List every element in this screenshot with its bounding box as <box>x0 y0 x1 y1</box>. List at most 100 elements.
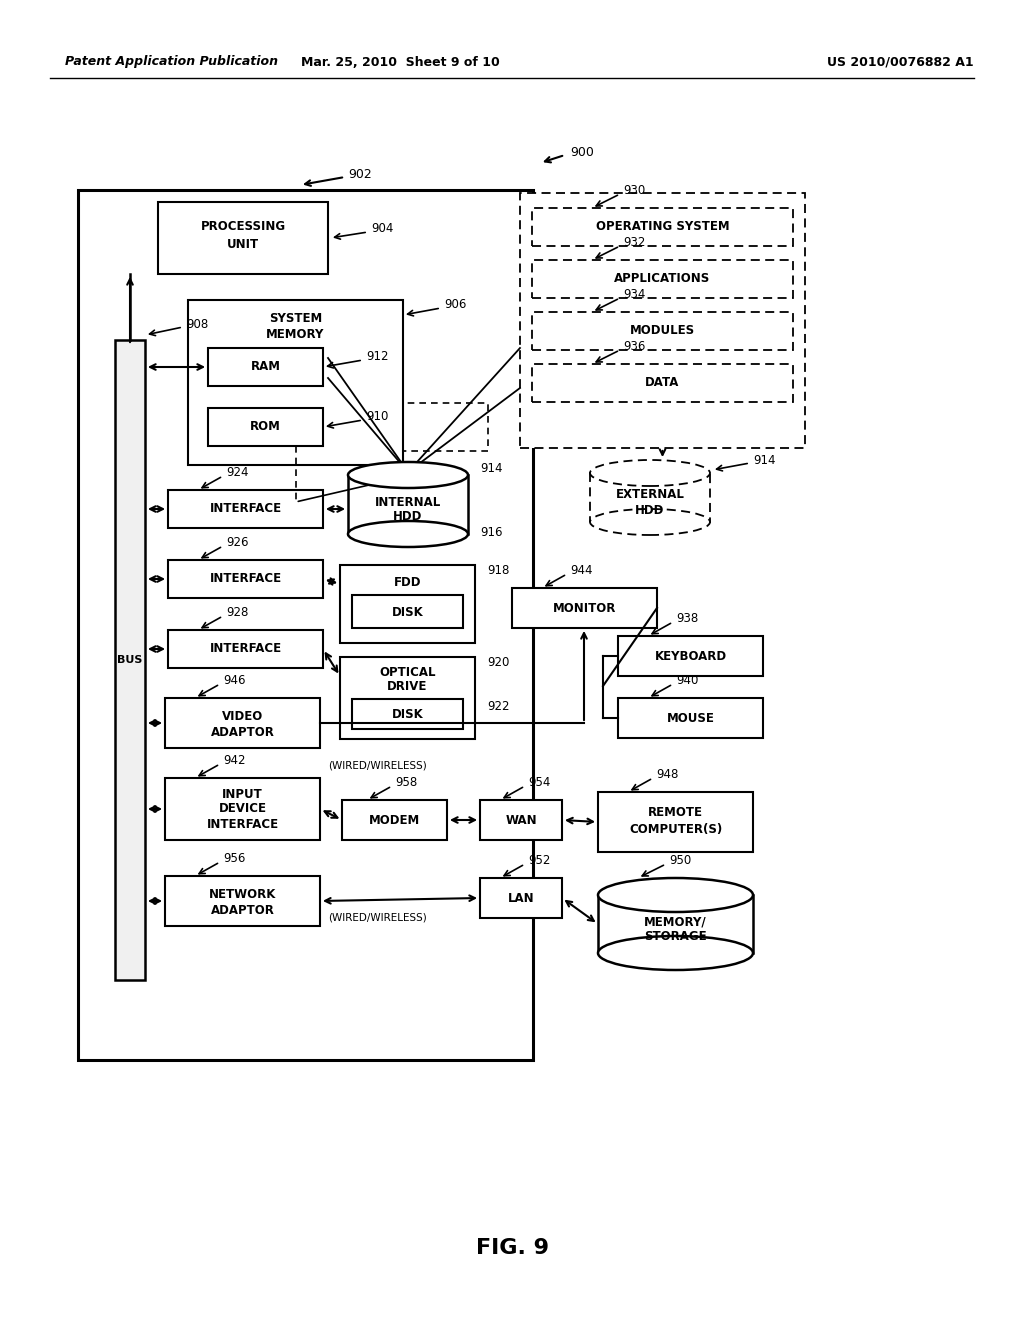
Text: 946: 946 <box>223 675 246 688</box>
Bar <box>480 878 562 917</box>
Text: 952: 952 <box>528 854 550 867</box>
Text: OPTICAL: OPTICAL <box>379 667 436 680</box>
Text: 910: 910 <box>366 411 388 424</box>
Text: 934: 934 <box>623 289 645 301</box>
Text: 928: 928 <box>226 606 249 619</box>
Text: INTERFACE: INTERFACE <box>210 503 282 516</box>
Text: HDD: HDD <box>393 511 423 524</box>
Text: RAM: RAM <box>251 360 281 374</box>
Text: 900: 900 <box>570 145 594 158</box>
Text: 938: 938 <box>676 612 698 626</box>
Text: MEMORY: MEMORY <box>266 327 325 341</box>
Ellipse shape <box>590 459 710 486</box>
Text: MEMORY/: MEMORY/ <box>644 916 707 928</box>
Bar <box>618 698 763 738</box>
Ellipse shape <box>590 510 710 535</box>
Text: KEYBOARD: KEYBOARD <box>654 649 727 663</box>
Bar <box>532 260 793 298</box>
Text: UNIT: UNIT <box>227 239 259 252</box>
Bar <box>348 475 468 535</box>
Text: 922: 922 <box>487 701 510 714</box>
Text: DATA: DATA <box>645 376 680 389</box>
Text: VIDEO: VIDEO <box>222 710 263 722</box>
Bar <box>318 403 488 451</box>
Text: MODULES: MODULES <box>630 325 695 338</box>
Text: PROCESSING: PROCESSING <box>201 220 286 234</box>
Bar <box>168 630 323 668</box>
Text: STORAGE: STORAGE <box>644 931 707 944</box>
Text: MONITOR: MONITOR <box>553 602 616 615</box>
Text: 914: 914 <box>480 462 503 474</box>
Text: DEVICE: DEVICE <box>218 803 266 816</box>
Text: FDD: FDD <box>394 576 421 589</box>
Text: WAN: WAN <box>505 813 537 826</box>
Text: 902: 902 <box>348 169 372 181</box>
Bar <box>115 341 145 979</box>
Text: DISK: DISK <box>391 606 423 619</box>
Text: (WIRED/WIRELESS): (WIRED/WIRELESS) <box>328 913 427 923</box>
Bar <box>78 190 534 1060</box>
Bar <box>208 348 323 385</box>
Text: 930: 930 <box>623 185 645 198</box>
Text: 956: 956 <box>223 853 246 866</box>
Bar <box>208 408 323 446</box>
Text: 920: 920 <box>487 656 509 669</box>
Bar <box>598 895 753 953</box>
Bar <box>168 490 323 528</box>
Bar <box>352 700 463 729</box>
Bar <box>188 300 403 465</box>
Text: 950: 950 <box>669 854 691 867</box>
Text: MODEM: MODEM <box>369 813 420 826</box>
Text: INTERNAL: INTERNAL <box>375 495 441 508</box>
Text: ADAPTOR: ADAPTOR <box>211 726 274 738</box>
Text: EXTERNAL: EXTERNAL <box>615 488 684 502</box>
Text: COMPUTER(S): COMPUTER(S) <box>629 824 722 837</box>
Text: ADAPTOR: ADAPTOR <box>211 903 274 916</box>
Text: 932: 932 <box>623 236 645 249</box>
Bar <box>165 876 319 927</box>
Text: BUS: BUS <box>118 655 142 665</box>
Bar <box>532 364 793 403</box>
Ellipse shape <box>598 936 753 970</box>
Text: 936: 936 <box>623 341 645 354</box>
Text: MOUSE: MOUSE <box>667 711 715 725</box>
Text: FIG. 9: FIG. 9 <box>475 1238 549 1258</box>
Text: SYSTEM: SYSTEM <box>269 312 323 325</box>
Text: 940: 940 <box>676 675 698 688</box>
Text: INPUT: INPUT <box>222 788 263 800</box>
Ellipse shape <box>598 878 753 912</box>
Bar <box>168 560 323 598</box>
Text: INTERFACE: INTERFACE <box>210 643 282 656</box>
Text: ROM: ROM <box>250 421 281 433</box>
Bar <box>512 587 657 628</box>
Bar <box>342 800 447 840</box>
Text: INTERFACE: INTERFACE <box>207 818 279 832</box>
Text: LAN: LAN <box>508 891 535 904</box>
Text: US 2010/0076882 A1: US 2010/0076882 A1 <box>826 55 974 69</box>
Text: 958: 958 <box>395 776 417 789</box>
Text: 912: 912 <box>366 351 388 363</box>
Text: Mar. 25, 2010  Sheet 9 of 10: Mar. 25, 2010 Sheet 9 of 10 <box>301 55 500 69</box>
Text: REMOTE: REMOTE <box>648 805 703 818</box>
Text: 942: 942 <box>223 755 246 767</box>
Text: 908: 908 <box>186 318 208 330</box>
Text: 904: 904 <box>371 223 393 235</box>
Text: 924: 924 <box>226 466 249 479</box>
Text: APPLICATIONS: APPLICATIONS <box>614 272 711 285</box>
Text: 954: 954 <box>528 776 550 789</box>
Ellipse shape <box>348 521 468 546</box>
Bar <box>520 193 805 447</box>
Bar <box>532 312 793 350</box>
Text: DRIVE: DRIVE <box>387 681 428 693</box>
Ellipse shape <box>348 462 468 488</box>
Text: 918: 918 <box>487 565 509 578</box>
Bar <box>165 777 319 840</box>
Text: (WIRED/WIRELESS): (WIRED/WIRELESS) <box>328 762 427 771</box>
Text: HDD: HDD <box>635 503 665 516</box>
Text: 948: 948 <box>656 768 678 781</box>
Bar <box>598 792 753 851</box>
Bar <box>618 636 763 676</box>
Text: INTERFACE: INTERFACE <box>210 573 282 586</box>
Bar <box>340 657 475 739</box>
Bar <box>340 565 475 643</box>
